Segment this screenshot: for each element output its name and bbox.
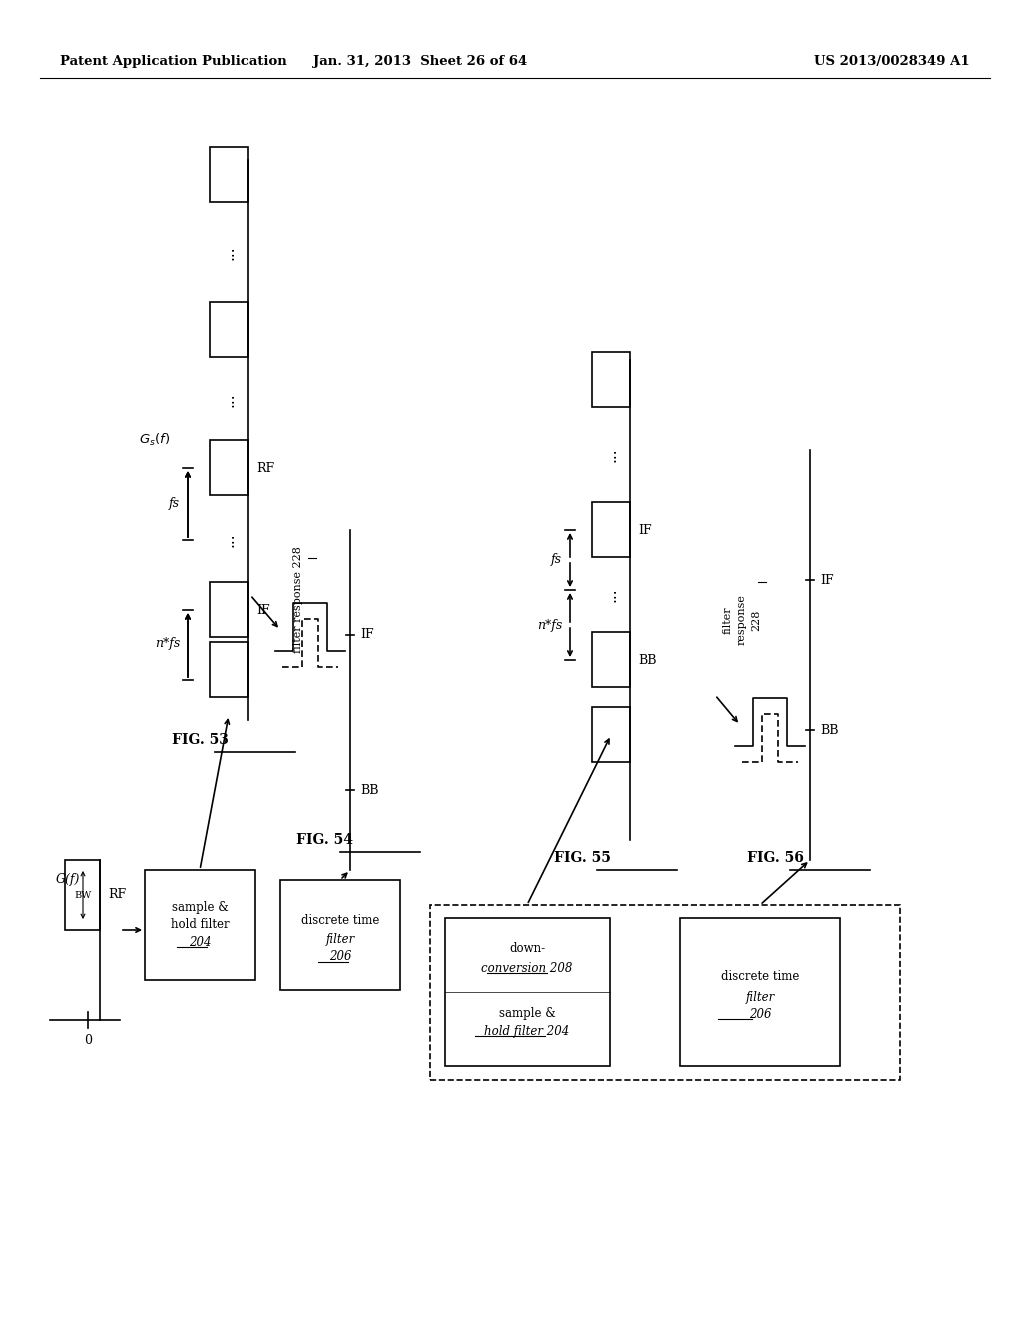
Text: RF: RF — [108, 888, 126, 902]
Text: G(f): G(f) — [56, 874, 80, 887]
Bar — [145, 870, 255, 979]
Bar — [680, 917, 840, 1067]
Text: discrete time: discrete time — [301, 913, 379, 927]
Text: RF: RF — [256, 462, 274, 474]
Text: IF: IF — [638, 524, 651, 536]
Text: response: response — [737, 594, 746, 645]
Text: filter: filter — [723, 606, 733, 634]
Text: filter: filter — [745, 990, 774, 1003]
Text: n*fs: n*fs — [155, 638, 180, 651]
Text: 0: 0 — [84, 1034, 92, 1047]
Text: FIG. 53: FIG. 53 — [172, 733, 228, 747]
Text: sample &: sample & — [499, 1006, 555, 1019]
Text: conversion 208: conversion 208 — [481, 961, 572, 974]
Text: n*fs: n*fs — [537, 619, 562, 631]
Text: IF: IF — [820, 573, 834, 586]
Text: BB: BB — [360, 784, 379, 796]
Bar — [210, 642, 248, 697]
Text: 204: 204 — [188, 936, 211, 949]
Text: $G_s(f)$: $G_s(f)$ — [139, 432, 171, 447]
Text: ...: ... — [221, 246, 237, 260]
Text: 206: 206 — [329, 950, 351, 964]
Bar — [592, 502, 630, 557]
Text: hold filter: hold filter — [171, 919, 229, 932]
Text: fs: fs — [169, 496, 180, 510]
Text: 206: 206 — [749, 1007, 771, 1020]
Text: filter response 228: filter response 228 — [293, 546, 303, 653]
Text: discrete time: discrete time — [721, 970, 799, 983]
Text: ...: ... — [603, 447, 618, 462]
Bar — [430, 906, 900, 1080]
Bar — [210, 147, 248, 202]
Bar — [210, 582, 248, 638]
Bar — [210, 302, 248, 356]
Bar — [445, 917, 610, 1067]
Text: FIG. 56: FIG. 56 — [746, 851, 804, 865]
Text: FIG. 54: FIG. 54 — [297, 833, 353, 847]
Text: down-: down- — [509, 941, 545, 954]
Bar — [210, 440, 248, 495]
Bar — [280, 880, 400, 990]
Text: sample &: sample & — [172, 900, 228, 913]
Bar — [592, 708, 630, 762]
Text: ...: ... — [221, 392, 237, 408]
Bar — [592, 632, 630, 686]
Text: 228: 228 — [751, 610, 761, 631]
Text: BB: BB — [638, 653, 656, 667]
Text: fs: fs — [551, 553, 562, 566]
Text: filter: filter — [326, 933, 354, 946]
Text: BB: BB — [820, 723, 839, 737]
Text: Jan. 31, 2013  Sheet 26 of 64: Jan. 31, 2013 Sheet 26 of 64 — [313, 55, 527, 69]
Text: hold filter 204: hold filter 204 — [484, 1024, 569, 1038]
Text: BW: BW — [75, 891, 91, 899]
Text: Patent Application Publication: Patent Application Publication — [60, 55, 287, 69]
Text: FIG. 55: FIG. 55 — [554, 851, 610, 865]
Bar — [65, 861, 100, 931]
Bar — [592, 352, 630, 407]
Text: ...: ... — [221, 533, 237, 548]
Text: IF: IF — [256, 603, 269, 616]
Text: IF: IF — [360, 628, 374, 642]
Text: US 2013/0028349 A1: US 2013/0028349 A1 — [814, 55, 970, 69]
Text: ...: ... — [603, 587, 618, 602]
